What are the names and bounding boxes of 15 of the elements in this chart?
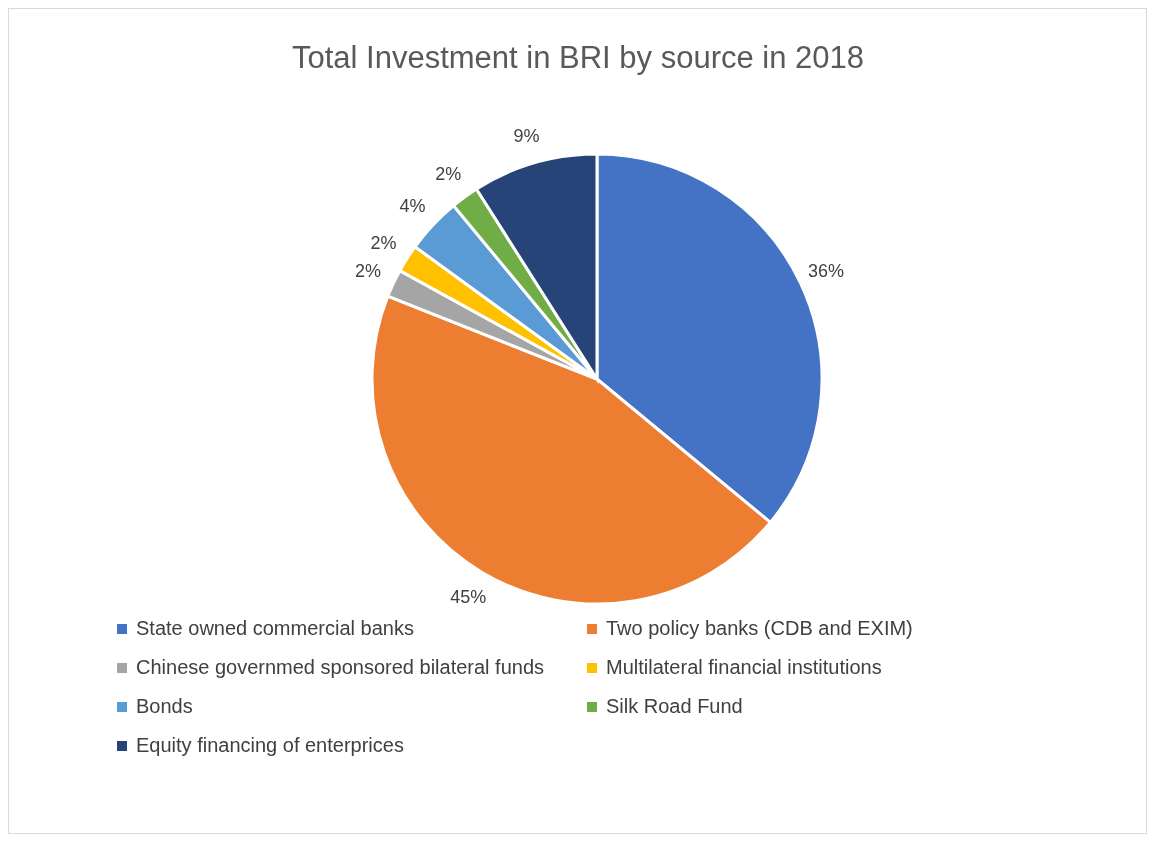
data-label: 2% (435, 164, 462, 185)
data-label: 2% (370, 233, 397, 254)
legend-label: Two policy banks (CDB and EXIM) (606, 617, 913, 640)
legend-label: Equity financing of enterprices (136, 734, 404, 757)
legend-label: State owned commercial banks (136, 617, 414, 640)
data-label: 2% (355, 261, 382, 282)
legend-label: Silk Road Fund (606, 695, 743, 718)
data-label: 4% (399, 195, 426, 216)
legend-label: Bonds (136, 695, 193, 718)
data-label: 45% (450, 586, 487, 607)
legend-label: Chinese governmed sponsored bilateral funds (136, 656, 545, 679)
legend-label: Multilateral financial institutions (606, 656, 882, 679)
chart-title: Total Investment in BRI by source in 2018 (291, 39, 865, 75)
data-label: 36% (807, 261, 844, 282)
data-label: 9% (513, 126, 540, 147)
